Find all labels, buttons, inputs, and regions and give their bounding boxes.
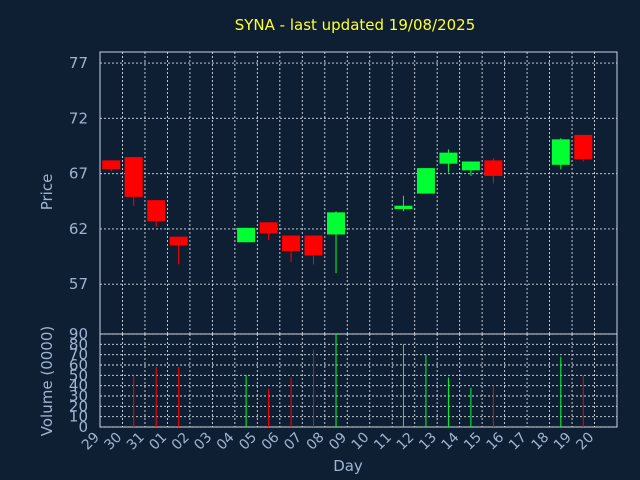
x-tick-label: 02 xyxy=(169,430,193,454)
candle-body xyxy=(461,161,480,171)
volume-tick-label: 30 xyxy=(69,387,88,405)
candle-body xyxy=(147,200,166,222)
x-tick-label: 17 xyxy=(506,430,530,454)
x-tick-label: 09 xyxy=(326,430,350,454)
volume-tick-label: 50 xyxy=(69,366,88,384)
price-tick-label: 67 xyxy=(69,165,88,183)
x-tick-label: 31 xyxy=(124,430,148,454)
price-panel: 57 62 67 72 77 Price xyxy=(38,51,618,335)
price-grid xyxy=(100,52,617,334)
x-axis-label: Day xyxy=(333,457,363,475)
candle-body xyxy=(574,134,593,160)
x-tick-label: 08 xyxy=(304,430,328,454)
x-ticks: 2930310102030405060708091011121314151617… xyxy=(79,429,597,453)
volume-bars xyxy=(133,334,584,427)
price-plot-frame xyxy=(99,51,618,335)
x-tick-label: 13 xyxy=(416,430,440,454)
x-tick-label: 03 xyxy=(191,430,215,454)
volume-tick-label: 20 xyxy=(69,397,88,415)
x-tick-label: 20 xyxy=(573,430,597,454)
volume-tick-label: 10 xyxy=(69,408,88,426)
price-tick-label: 77 xyxy=(69,54,88,72)
volume-axis-label: Volume (0000) xyxy=(38,326,56,436)
x-tick-label: 14 xyxy=(439,429,463,453)
candle-body xyxy=(102,160,121,170)
x-tick-label: 06 xyxy=(259,429,283,453)
volume-tick-label: 80 xyxy=(69,335,88,353)
price-tick-label: 57 xyxy=(69,275,88,293)
chart-title: SYNA - last updated 19/08/2025 xyxy=(235,16,476,34)
price-tick-label: 62 xyxy=(69,220,88,238)
x-tick-label: 18 xyxy=(528,430,552,454)
candle-body xyxy=(416,168,435,194)
x-tick-label: 16 xyxy=(484,429,508,453)
candle-body xyxy=(282,235,301,252)
price-tick-label: 72 xyxy=(69,109,88,127)
x-tick-label: 04 xyxy=(214,429,238,453)
candle-body xyxy=(484,160,503,176)
volume-tick-label: 40 xyxy=(69,377,88,395)
candle-body xyxy=(237,227,256,243)
x-tick-label: 11 xyxy=(371,430,395,454)
candle-body xyxy=(551,139,570,165)
candle-body xyxy=(394,205,413,210)
candle-body xyxy=(327,212,346,235)
candle-body xyxy=(124,157,143,197)
volume-tick-label: 60 xyxy=(69,356,88,374)
candle-body xyxy=(439,152,458,164)
volume-tick-label: 0 xyxy=(78,418,88,436)
x-tick-label: 15 xyxy=(461,430,485,454)
candle-body xyxy=(169,236,188,246)
volume-grid xyxy=(100,333,617,428)
candle-body xyxy=(259,222,278,234)
x-tick-label: 12 xyxy=(394,430,418,454)
x-tick-label: 19 xyxy=(551,430,575,454)
volume-tick-label: 90 xyxy=(69,325,88,343)
price-y-ticks: 57 62 67 72 77 xyxy=(69,54,88,293)
price-axis-label: Price xyxy=(38,174,56,211)
volume-tick-label: 70 xyxy=(69,346,88,364)
candles xyxy=(102,134,593,274)
x-tick-label: 30 xyxy=(101,430,125,454)
x-tick-label: 05 xyxy=(236,430,260,454)
x-tick-label: 01 xyxy=(146,430,170,454)
volume-plot-frame xyxy=(99,333,618,428)
x-tick-label: 07 xyxy=(281,430,305,454)
candle-body xyxy=(304,235,323,256)
x-tick-label: 10 xyxy=(349,430,373,454)
